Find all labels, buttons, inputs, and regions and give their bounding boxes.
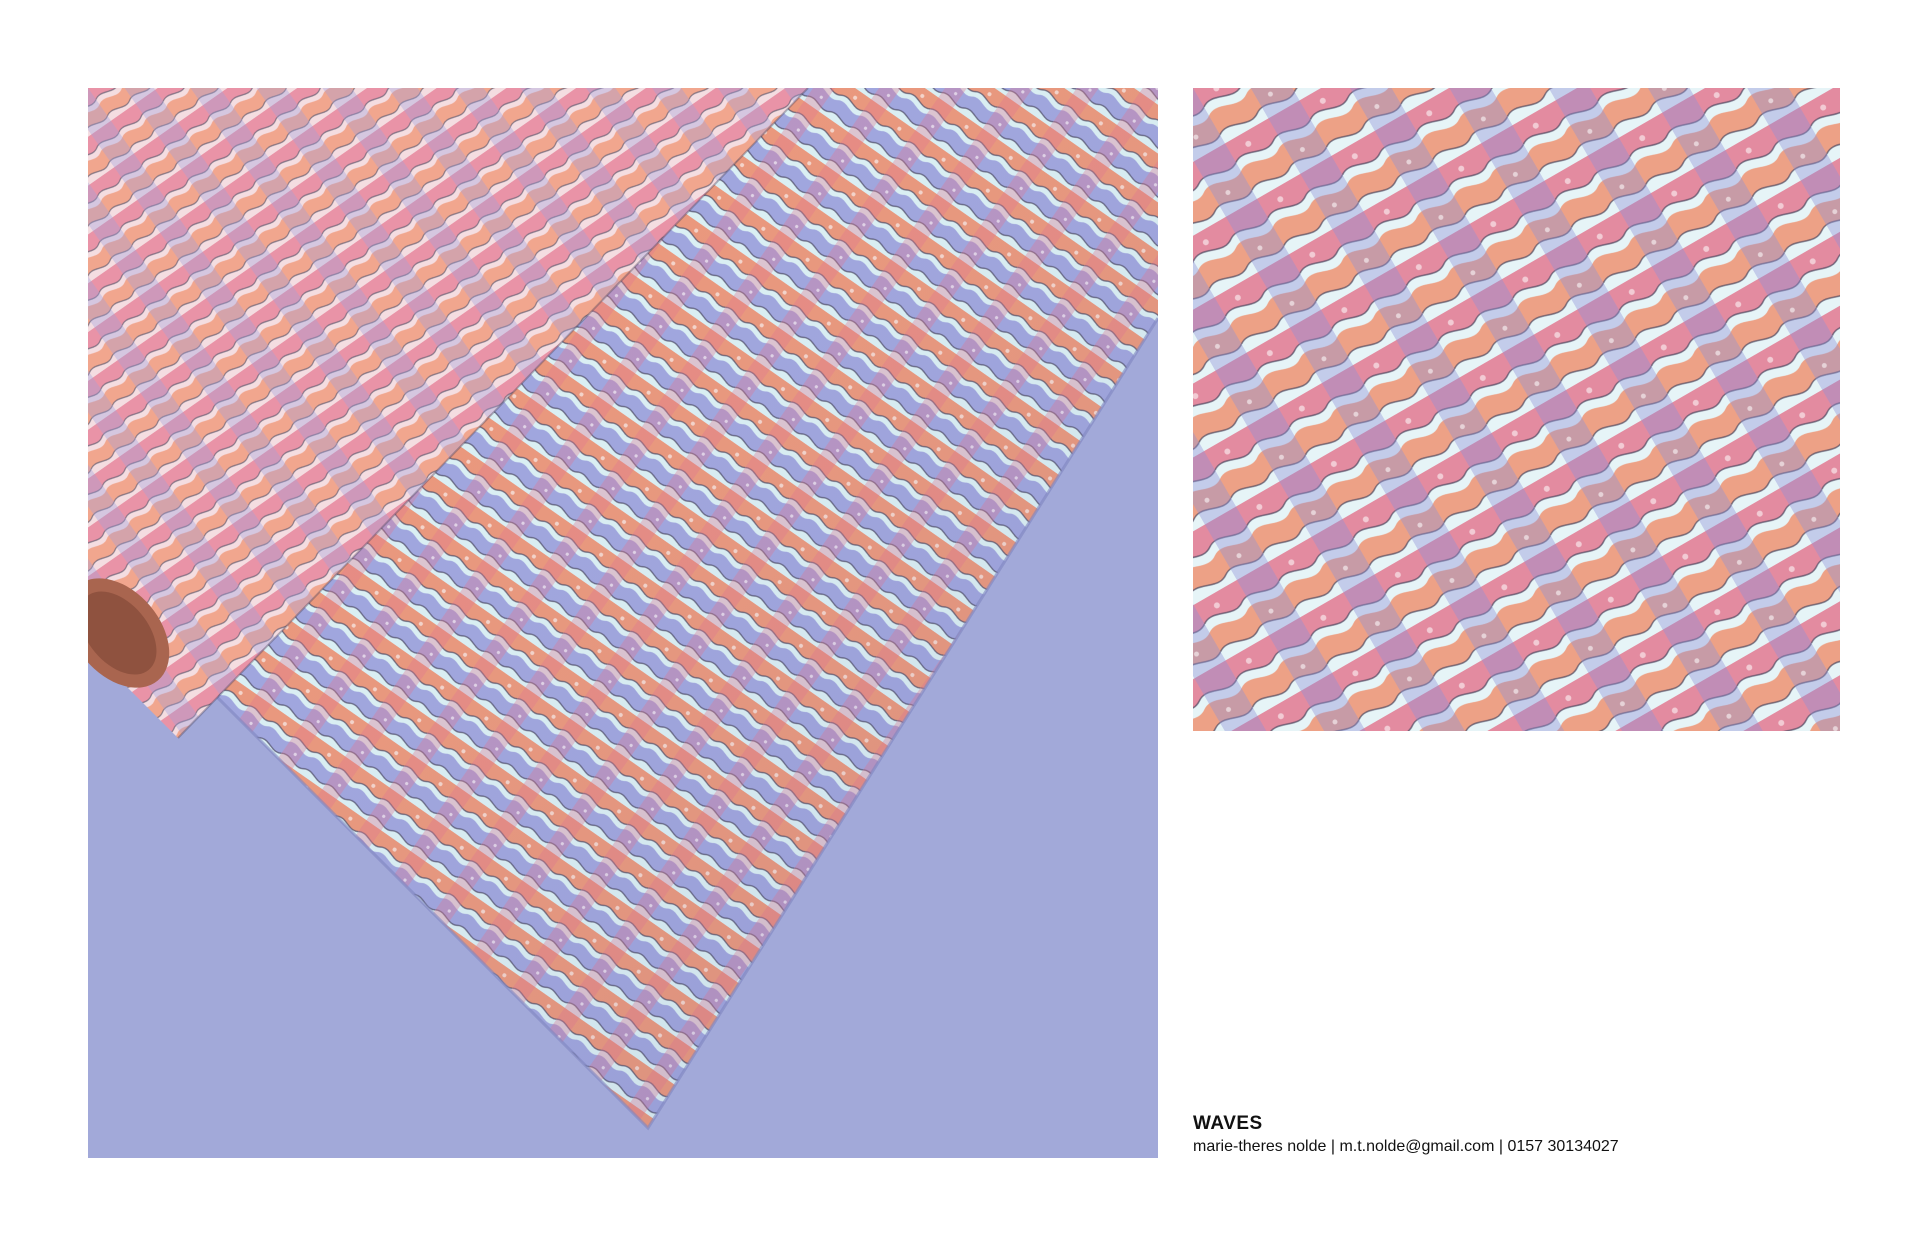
caption: WAVES marie-theres nolde | m.t.nolde@gma…	[1193, 1112, 1893, 1158]
designer-credits: marie-theres nolde | m.t.nolde@gmail.com…	[1193, 1138, 1619, 1155]
paper-roll	[88, 88, 808, 738]
pattern-title: WAVES	[1193, 1113, 1263, 1134]
pattern-swatch	[1193, 88, 1840, 731]
wrapping-paper-mockup	[88, 88, 1158, 1158]
